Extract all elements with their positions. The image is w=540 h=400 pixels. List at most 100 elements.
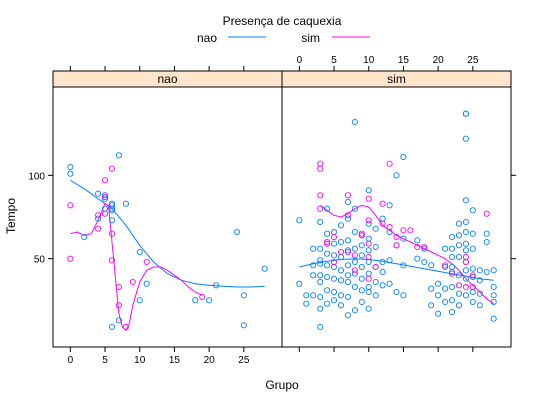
x-tick-label: 20 <box>433 55 445 66</box>
data-point-nao <box>414 237 421 244</box>
data-point-sim <box>317 192 324 199</box>
data-point-nao <box>330 240 338 247</box>
data-point-nao <box>490 267 497 274</box>
data-point-nao <box>393 288 400 296</box>
data-point-nao <box>400 262 407 269</box>
data-point-nao <box>330 228 338 236</box>
data-point-nao <box>143 280 150 287</box>
x-tick-label: 0 <box>68 355 74 366</box>
data-point-nao <box>337 277 345 284</box>
data-point-nao <box>206 297 213 304</box>
data-point-sim <box>324 238 331 246</box>
data-point-sim <box>421 243 428 251</box>
panel-sim: sim <box>281 70 512 348</box>
data-point-nao <box>358 252 365 259</box>
data-point-nao <box>442 263 449 271</box>
data-point-nao <box>358 263 365 271</box>
x-tick-label: 15 <box>398 55 410 66</box>
data-point-nao <box>337 253 345 261</box>
smooth-line-nao <box>70 179 265 288</box>
data-point-nao <box>324 205 331 212</box>
data-point-sim <box>67 255 74 262</box>
data-point-nao <box>462 247 469 254</box>
data-point-sim <box>199 293 206 301</box>
data-point-nao <box>442 245 449 252</box>
data-point-nao <box>365 247 372 254</box>
data-point-nao <box>351 270 358 277</box>
data-point-sim <box>330 233 338 241</box>
data-point-sim <box>358 230 365 237</box>
data-point-nao <box>365 235 372 242</box>
data-point-sim <box>344 192 351 199</box>
data-point-sim <box>143 258 150 266</box>
data-point-nao <box>379 215 386 222</box>
data-point-nao <box>379 282 386 289</box>
data-point-sim <box>317 160 324 167</box>
legend: Presença de caquexia nao sim <box>197 14 370 45</box>
data-point-sim <box>108 165 116 172</box>
data-point-nao <box>324 262 331 269</box>
data-point-nao <box>462 228 469 236</box>
x-tick-label: 10 <box>363 55 375 66</box>
data-point-nao <box>324 300 331 307</box>
data-point-nao <box>108 323 116 331</box>
data-point-nao <box>240 322 247 329</box>
data-point-nao <box>435 280 442 287</box>
data-point-sim <box>344 212 351 219</box>
strip-label-nao: nao <box>157 72 177 86</box>
data-point-nao <box>428 285 435 292</box>
data-point-nao <box>344 215 351 222</box>
data-point-nao <box>448 233 456 241</box>
panel-frame <box>281 86 512 348</box>
data-point-sim <box>393 233 400 241</box>
data-point-nao <box>344 237 351 244</box>
data-point-nao <box>344 198 351 206</box>
data-point-sim <box>455 282 463 289</box>
legend-entry-nao-label: nao <box>197 31 217 45</box>
data-point-nao <box>365 283 372 291</box>
data-point-sim <box>344 248 351 256</box>
data-point-nao <box>351 258 358 266</box>
data-point-nao <box>490 298 497 306</box>
data-point-sim <box>393 242 400 249</box>
data-point-nao <box>386 202 393 209</box>
data-point-nao <box>324 230 331 237</box>
data-point-nao <box>67 163 74 171</box>
data-point-nao <box>365 220 372 227</box>
data-point-nao <box>358 287 365 294</box>
data-point-nao <box>358 275 365 282</box>
data-point-nao <box>351 307 358 314</box>
data-point-nao <box>108 217 116 224</box>
data-point-nao <box>136 248 143 256</box>
data-point-nao <box>372 225 379 232</box>
data-point-nao <box>303 300 310 307</box>
data-point-nao <box>428 302 435 309</box>
data-point-nao <box>330 263 338 271</box>
data-point-sim <box>365 240 372 247</box>
data-point-nao <box>324 287 331 294</box>
data-point-sim <box>414 243 421 251</box>
data-point-nao <box>483 268 490 276</box>
data-point-nao <box>136 297 143 304</box>
data-point-nao <box>310 262 317 269</box>
data-point-sim <box>108 230 116 237</box>
data-point-sim <box>379 200 386 207</box>
data-point-nao <box>337 238 345 246</box>
data-point-nao <box>455 232 463 239</box>
data-point-nao <box>483 238 490 246</box>
data-point-nao <box>462 110 469 117</box>
data-point-sim <box>442 262 449 269</box>
data-point-sim <box>108 257 116 264</box>
data-point-sim <box>469 272 476 279</box>
data-point-nao <box>462 135 469 142</box>
data-point-nao <box>448 263 456 271</box>
data-point-sim <box>129 278 136 286</box>
data-point-nao <box>455 290 463 297</box>
x-tick-label: 25 <box>238 355 250 366</box>
data-point-nao <box>310 272 317 279</box>
data-point-sim <box>365 195 372 202</box>
data-point-nao <box>490 292 497 299</box>
x-axis-title: Grupo <box>265 378 299 392</box>
data-point-sim <box>317 205 324 212</box>
